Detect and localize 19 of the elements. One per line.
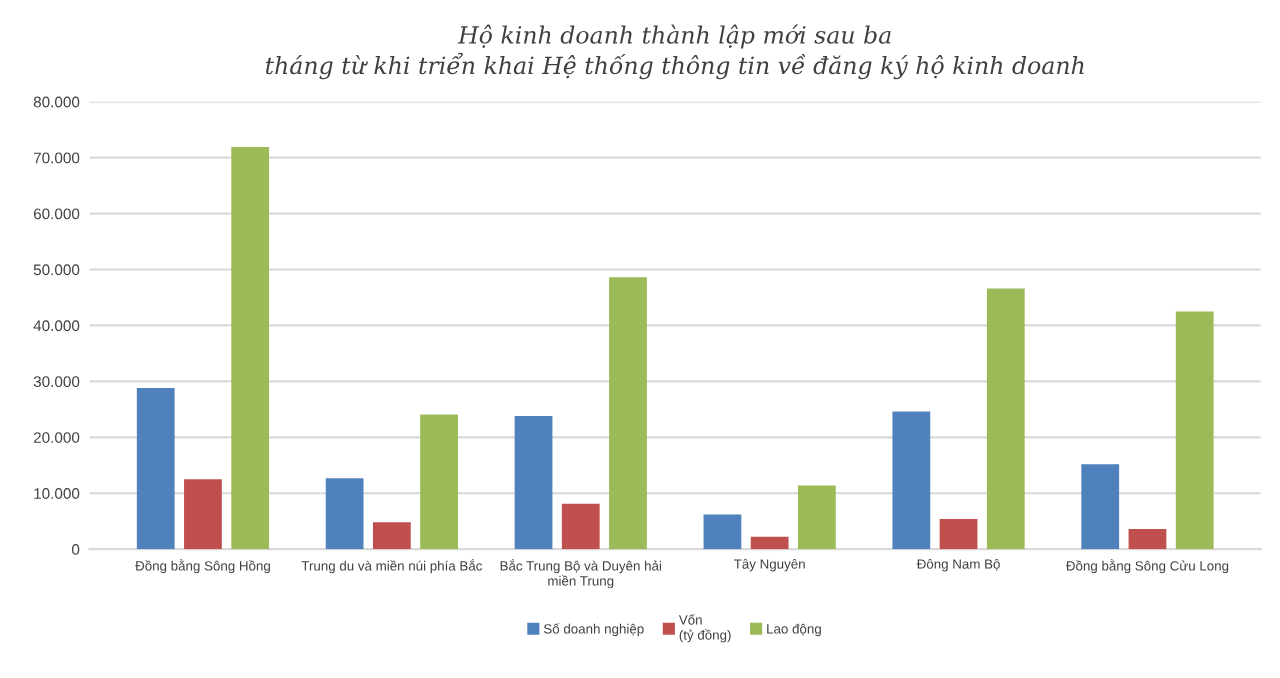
chart-title: Hộ kinh doanh thành lập mới sau ba tháng từ khi triển khai Hệ thống thông tin về đăng ký hộ kinh doanh (265, 24, 1084, 80)
bar (325, 478, 364, 550)
bar (939, 518, 978, 550)
bar (892, 411, 931, 550)
bar (1128, 529, 1167, 550)
bar (561, 503, 600, 550)
bar (986, 288, 1025, 550)
bar (136, 388, 175, 550)
bar (1175, 311, 1214, 550)
bar (372, 522, 411, 550)
bar (703, 514, 742, 550)
bar (750, 536, 789, 550)
bar (231, 147, 270, 550)
bar (609, 277, 647, 550)
bar (184, 479, 222, 550)
bar (420, 414, 458, 550)
bar (1081, 464, 1120, 550)
bar (514, 416, 553, 550)
bar (797, 485, 836, 550)
